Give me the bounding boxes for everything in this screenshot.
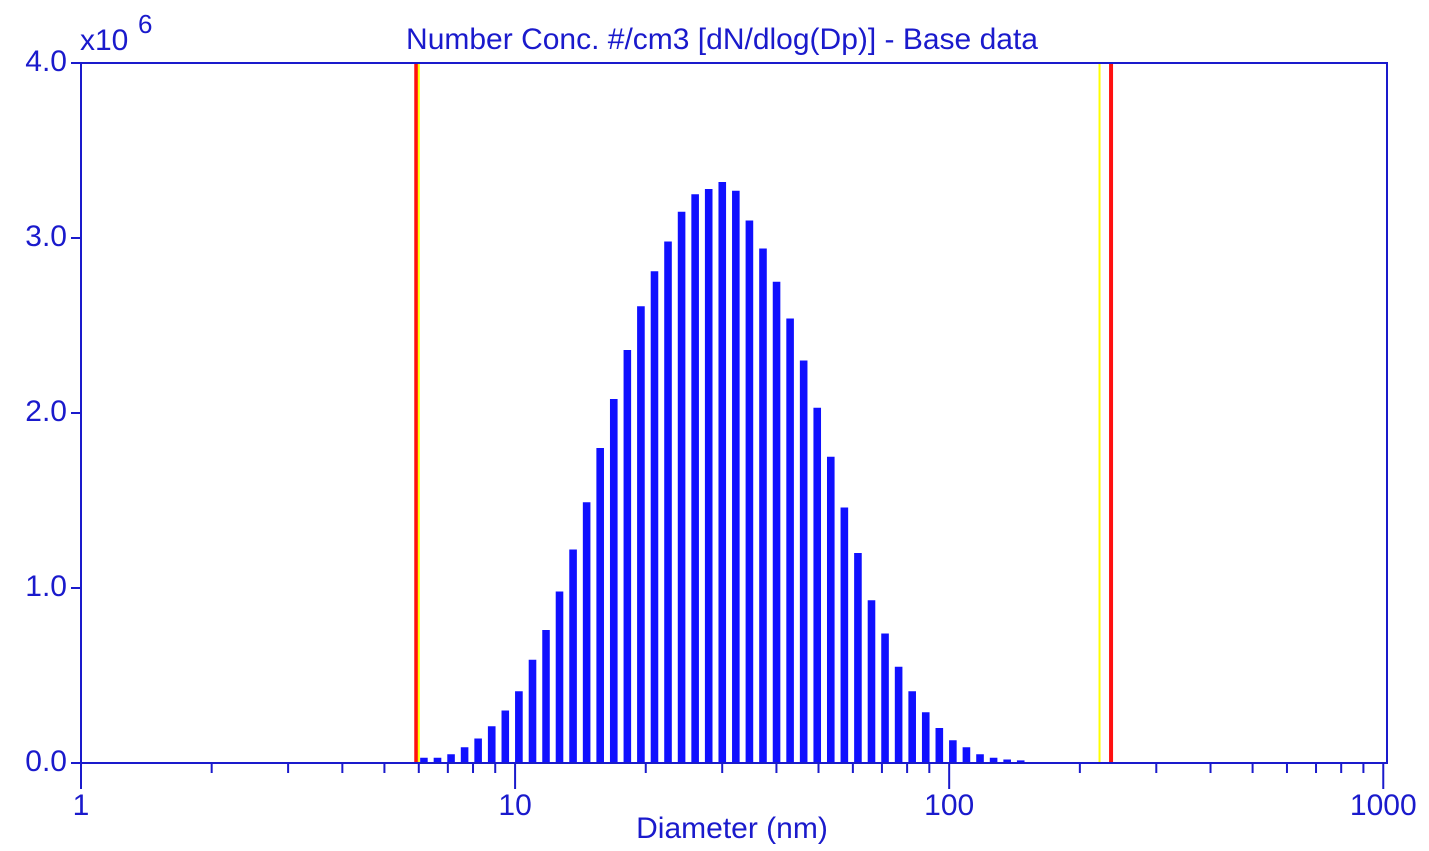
bar (786, 318, 794, 763)
y-tick-label: 2.0 (25, 395, 67, 428)
bar (976, 754, 984, 763)
bar (989, 757, 998, 763)
y-multiplier-exponent: 6 (138, 9, 152, 39)
bar (962, 747, 971, 763)
bar (650, 271, 659, 763)
bar (637, 306, 645, 763)
bar (732, 190, 740, 763)
bar (921, 712, 930, 763)
bar (460, 747, 469, 763)
bar (433, 757, 442, 763)
y-multiplier-base: x10 (80, 24, 128, 57)
chart-title: Number Conc. #/cm3 [dN/dlog(Dp)] - Base … (406, 23, 1038, 56)
bar (542, 630, 550, 763)
bar (840, 507, 849, 763)
bar (935, 728, 944, 763)
bar (623, 350, 632, 763)
bar (677, 211, 686, 763)
bar (487, 726, 496, 763)
bar (881, 633, 889, 763)
bar (772, 281, 781, 763)
bar (447, 754, 455, 763)
bar (745, 220, 754, 763)
bar (704, 189, 713, 763)
bar (718, 182, 727, 763)
y-tick-label: 3.0 (25, 220, 67, 253)
bar (596, 448, 604, 763)
bar (854, 553, 862, 763)
bar (609, 399, 618, 763)
bar (908, 691, 916, 763)
bar (813, 407, 822, 763)
bar (949, 740, 957, 763)
bar (555, 591, 564, 763)
bar (569, 549, 577, 763)
bar (582, 502, 591, 763)
bar (501, 710, 510, 763)
bar (664, 241, 672, 763)
bar (867, 600, 876, 763)
bar (826, 456, 835, 763)
bar (759, 248, 767, 763)
bar (515, 691, 523, 763)
x-tick-label: 100 (924, 789, 974, 822)
bar (1016, 760, 1025, 763)
bar (528, 659, 537, 763)
y-tick-label: 0.0 (25, 745, 67, 778)
bar (474, 738, 482, 763)
bar (420, 757, 428, 763)
x-tick-label: 1000 (1350, 789, 1417, 822)
x-axis-label: Diameter (nm) (636, 812, 828, 845)
y-tick-label: 1.0 (25, 570, 67, 603)
bar (691, 194, 699, 763)
x-tick-label: 1 (73, 789, 90, 822)
bar (799, 360, 808, 763)
bar (1003, 759, 1011, 763)
x-tick-label: 10 (498, 789, 531, 822)
y-tick-label: 4.0 (25, 45, 67, 78)
bar (894, 666, 903, 763)
